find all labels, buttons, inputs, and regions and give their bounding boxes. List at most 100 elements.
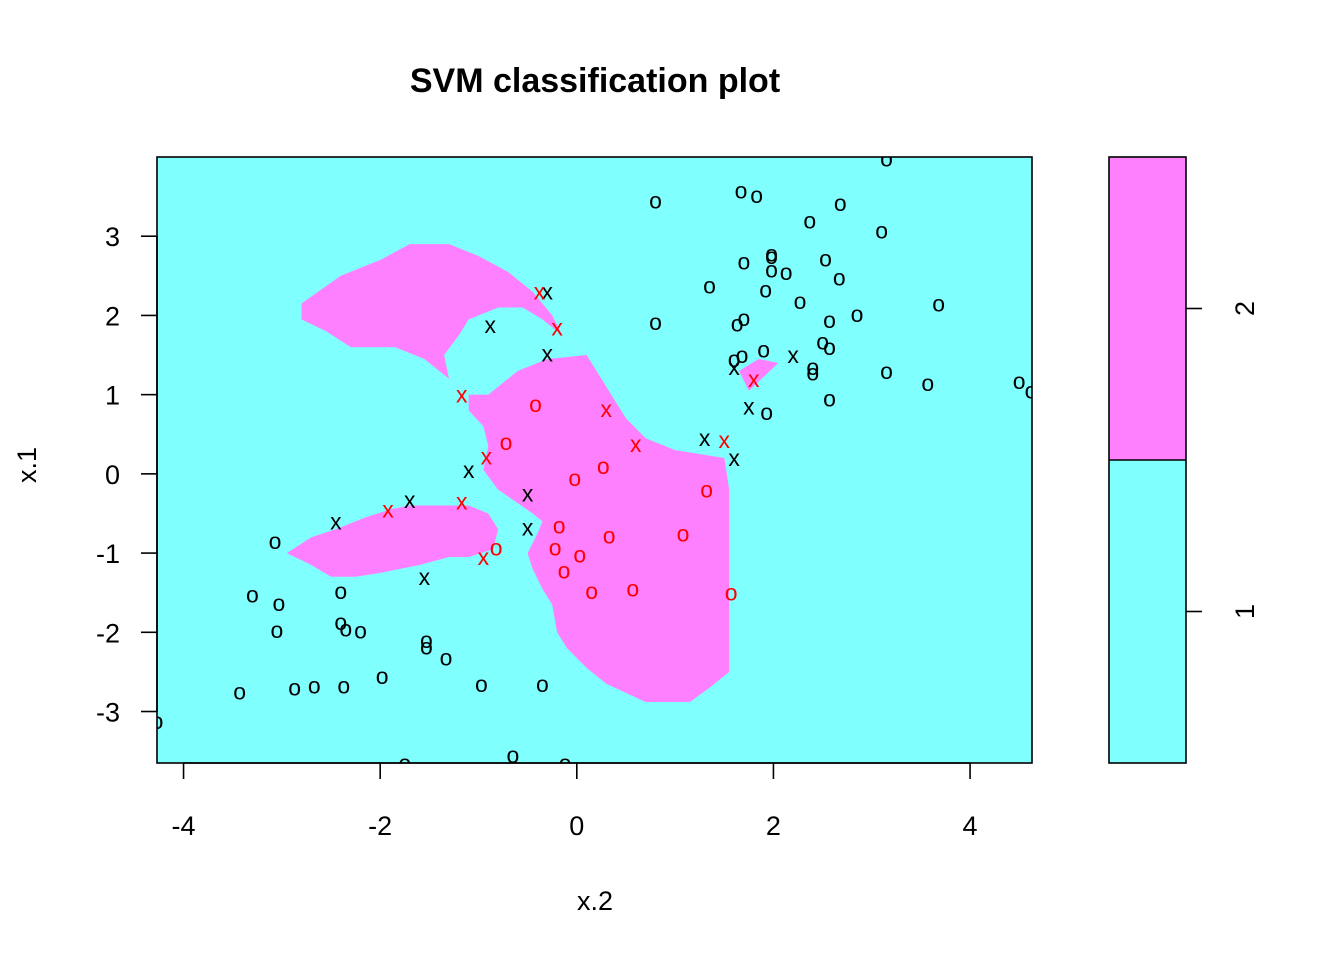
x-tick-label: -4 — [172, 811, 196, 841]
class-2-region-0 — [468, 355, 730, 702]
data-point: o — [816, 329, 829, 355]
data-point: o — [490, 535, 503, 561]
data-point: o — [376, 663, 389, 689]
x-tick-label: -2 — [368, 811, 392, 841]
data-point: o — [585, 578, 598, 604]
color-key-level-1 — [1109, 460, 1186, 763]
data-point: x — [728, 445, 740, 471]
data-point: o — [703, 272, 716, 298]
data-point: o — [269, 528, 282, 554]
data-point: o — [757, 337, 770, 363]
data-point: o — [334, 609, 347, 635]
y-tick-label: 3 — [105, 222, 120, 252]
data-point: x — [456, 382, 468, 408]
x-axis-label: x.2 — [577, 886, 613, 916]
data-point: o — [308, 672, 321, 698]
color-key-label: 1 — [1230, 604, 1260, 619]
data-point: o — [649, 188, 662, 214]
data-point: o — [806, 360, 819, 386]
chart-title: SVM classification plot — [410, 62, 780, 100]
data-point: o — [725, 580, 738, 606]
data-point: o — [529, 391, 542, 417]
data-point: x — [728, 354, 740, 380]
data-point: o — [398, 750, 411, 776]
color-key-legend: 12 — [1108, 156, 1260, 764]
data-point: o — [151, 708, 164, 734]
axes: -4 -2 0 2 4 -3 -2 -1 0 1 2 3 — [96, 222, 978, 841]
data-point: o — [558, 558, 571, 584]
data-point: o — [880, 146, 893, 172]
data-point: o — [233, 679, 246, 705]
data-point: x — [719, 427, 731, 453]
data-point: x — [743, 394, 755, 420]
data-point: o — [833, 264, 846, 290]
data-point: o — [677, 520, 690, 546]
data-point: o — [507, 742, 520, 768]
data-point: o — [626, 576, 639, 602]
data-point: o — [834, 190, 847, 216]
data-point: o — [440, 645, 453, 671]
color-key-label: 2 — [1230, 301, 1260, 316]
data-point: o — [738, 305, 751, 331]
data-point: o — [794, 288, 807, 314]
data-point: o — [339, 615, 352, 641]
x-tick-label: 4 — [963, 811, 978, 841]
data-point: o — [475, 671, 488, 697]
data-point: o — [420, 627, 433, 653]
data-point: x — [534, 279, 546, 305]
color-key-frame — [1108, 156, 1187, 764]
data-point: o — [803, 207, 816, 233]
x-tick-label: 2 — [766, 811, 781, 841]
y-tick-label: -1 — [96, 539, 120, 569]
data-point: o — [354, 618, 367, 644]
data-point: o — [880, 358, 893, 384]
y-tick-label: 1 — [105, 381, 120, 411]
data-point: o — [932, 291, 945, 317]
data-point: o — [806, 354, 819, 380]
data-point: o — [273, 590, 286, 616]
data-point: o — [738, 249, 751, 275]
data-point: o — [765, 257, 778, 283]
data-point: o — [288, 675, 301, 701]
data-point: o — [750, 182, 763, 208]
data-point: x — [522, 481, 534, 507]
data-point: x — [404, 487, 416, 513]
y-tick-label: -2 — [96, 618, 120, 648]
data-point: o — [536, 671, 549, 697]
data-point: o — [736, 342, 749, 368]
data-point: o — [649, 309, 662, 335]
data-point: o — [553, 512, 566, 538]
data-point: o — [246, 581, 259, 607]
data-point: o — [780, 259, 793, 285]
data-point: o — [759, 276, 772, 302]
data-point: o — [1025, 378, 1038, 404]
data-point: o — [765, 241, 778, 267]
data-point: x — [522, 515, 534, 541]
x-tick-label: 0 — [569, 811, 584, 841]
data-point: o — [549, 535, 562, 561]
y-axis-label: x.1 — [12, 447, 42, 483]
data-point: o — [823, 334, 836, 360]
data-point: x — [748, 366, 760, 392]
data-point: o — [823, 386, 836, 412]
data-point: o — [875, 218, 888, 244]
data-point: o — [731, 310, 744, 336]
data-point: o — [735, 177, 748, 203]
data-point: x — [787, 342, 799, 368]
data-point: x — [481, 443, 493, 469]
data-point: x — [601, 396, 613, 422]
data-point: x — [699, 425, 711, 451]
class-1-hole-1 — [483, 489, 543, 554]
data-point: x — [463, 457, 475, 483]
data-point: x — [419, 564, 431, 590]
data-point: x — [551, 314, 563, 340]
data-point: o — [500, 429, 513, 455]
data-point: o — [823, 307, 836, 333]
data-point: o — [568, 465, 581, 491]
data-point: o — [765, 243, 778, 269]
data-point: x — [630, 431, 642, 457]
y-tick-label: 2 — [105, 301, 120, 331]
